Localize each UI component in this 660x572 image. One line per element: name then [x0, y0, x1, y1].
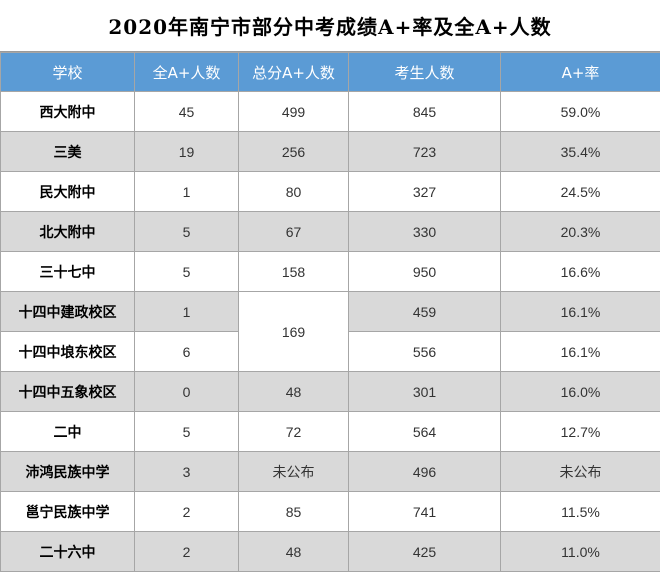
- cell-school: 三美: [1, 132, 135, 172]
- cell-rate: 未公布: [501, 452, 660, 492]
- cell-school: 十四中建政校区: [1, 292, 135, 332]
- cell-school: 沛鸿民族中学: [1, 452, 135, 492]
- cell-examinees: 723: [349, 132, 501, 172]
- cell-full-a: 3: [135, 452, 239, 492]
- header-full-a: 全A+人数: [135, 53, 239, 92]
- cell-school: 二中: [1, 412, 135, 452]
- cell-examinees: 556: [349, 332, 501, 372]
- cell-school: 十四中埌东校区: [1, 332, 135, 372]
- table-row: 北大附中 5 67 330 20.3%: [1, 212, 660, 252]
- cell-rate: 16.1%: [501, 332, 660, 372]
- cell-rate: 59.0%: [501, 92, 660, 132]
- table-row: 三美 19 256 723 35.4%: [1, 132, 660, 172]
- table-row: 十四中五象校区 0 48 301 16.0%: [1, 372, 660, 412]
- cell-rate: 16.1%: [501, 292, 660, 332]
- cell-total-a: 85: [239, 492, 349, 532]
- cell-full-a: 19: [135, 132, 239, 172]
- page-title: 2020年南宁市部分中考成绩A+率及全A+人数: [0, 0, 660, 52]
- cell-examinees: 741: [349, 492, 501, 532]
- cell-total-a: 未公布: [239, 452, 349, 492]
- cell-examinees: 950: [349, 252, 501, 292]
- cell-rate: 11.0%: [501, 532, 660, 572]
- table-row: 沛鸿民族中学 3 未公布 496 未公布: [1, 452, 660, 492]
- cell-rate: 20.3%: [501, 212, 660, 252]
- header-row: 学校 全A+人数 总分A+人数 考生人数 A+率: [1, 53, 660, 92]
- cell-examinees: 301: [349, 372, 501, 412]
- table-row: 民大附中 1 80 327 24.5%: [1, 172, 660, 212]
- cell-full-a: 2: [135, 532, 239, 572]
- cell-school: 二十六中: [1, 532, 135, 572]
- cell-full-a: 5: [135, 252, 239, 292]
- cell-full-a: 6: [135, 332, 239, 372]
- cell-examinees: 330: [349, 212, 501, 252]
- header-examinees: 考生人数: [349, 53, 501, 92]
- cell-full-a: 5: [135, 212, 239, 252]
- cell-school: 北大附中: [1, 212, 135, 252]
- cell-school: 邕宁民族中学: [1, 492, 135, 532]
- cell-examinees: 327: [349, 172, 501, 212]
- cell-school: 民大附中: [1, 172, 135, 212]
- cell-total-a: 67: [239, 212, 349, 252]
- cell-total-a-merged: 169: [239, 292, 349, 372]
- table-row: 二十六中 2 48 425 11.0%: [1, 532, 660, 572]
- cell-total-a: 499: [239, 92, 349, 132]
- table-row: 西大附中 45 499 845 59.0%: [1, 92, 660, 132]
- header-school: 学校: [1, 53, 135, 92]
- cell-total-a: 256: [239, 132, 349, 172]
- cell-total-a: 80: [239, 172, 349, 212]
- cell-full-a: 45: [135, 92, 239, 132]
- cell-school: 三十七中: [1, 252, 135, 292]
- table-row: 三十七中 5 158 950 16.6%: [1, 252, 660, 292]
- cell-examinees: 459: [349, 292, 501, 332]
- cell-school: 西大附中: [1, 92, 135, 132]
- table-row: 邕宁民族中学 2 85 741 11.5%: [1, 492, 660, 532]
- cell-examinees: 496: [349, 452, 501, 492]
- cell-school: 十四中五象校区: [1, 372, 135, 412]
- cell-rate: 12.7%: [501, 412, 660, 452]
- cell-full-a: 0: [135, 372, 239, 412]
- table-row: 二中 5 72 564 12.7%: [1, 412, 660, 452]
- cell-rate: 11.5%: [501, 492, 660, 532]
- header-total-a: 总分A+人数: [239, 53, 349, 92]
- cell-total-a: 48: [239, 532, 349, 572]
- table-row: 十四中建政校区 1 169 459 16.1%: [1, 292, 660, 332]
- results-table: 学校 全A+人数 总分A+人数 考生人数 A+率 西大附中 45 499 845…: [0, 52, 660, 572]
- cell-examinees: 564: [349, 412, 501, 452]
- cell-examinees: 425: [349, 532, 501, 572]
- cell-total-a: 158: [239, 252, 349, 292]
- cell-full-a: 2: [135, 492, 239, 532]
- cell-rate: 16.6%: [501, 252, 660, 292]
- cell-examinees: 845: [349, 92, 501, 132]
- cell-total-a: 48: [239, 372, 349, 412]
- header-rate: A+率: [501, 53, 660, 92]
- cell-full-a: 5: [135, 412, 239, 452]
- cell-full-a: 1: [135, 172, 239, 212]
- cell-rate: 24.5%: [501, 172, 660, 212]
- cell-full-a: 1: [135, 292, 239, 332]
- cell-total-a: 72: [239, 412, 349, 452]
- cell-rate: 35.4%: [501, 132, 660, 172]
- cell-rate: 16.0%: [501, 372, 660, 412]
